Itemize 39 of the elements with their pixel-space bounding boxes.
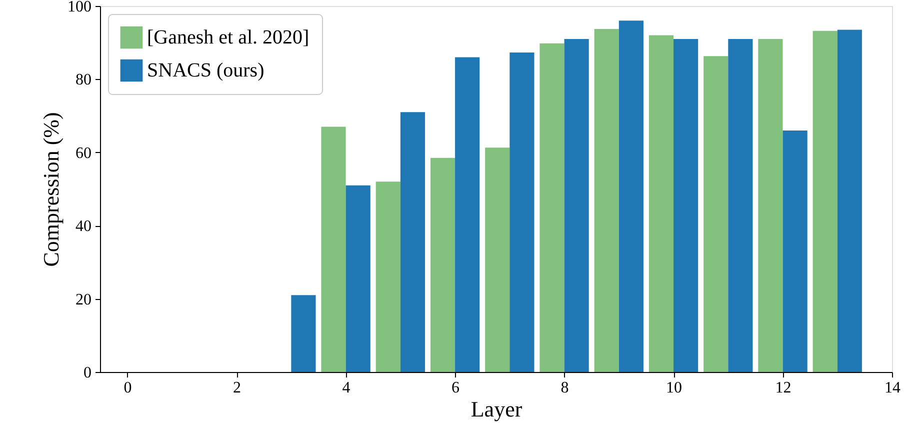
bar — [782, 130, 808, 372]
bar — [291, 295, 316, 372]
x-axis-title: Layer — [470, 396, 523, 422]
bar — [728, 38, 753, 372]
bar — [674, 38, 698, 372]
bar — [648, 35, 674, 372]
bar — [455, 57, 480, 372]
y-tick-label: 100 — [68, 0, 92, 16]
x-tick-label: 4 — [342, 380, 350, 396]
y-tick-label: 40 — [76, 218, 92, 236]
bar — [321, 126, 346, 372]
bar — [485, 148, 510, 372]
legend-label: SNACS (ours) — [147, 60, 264, 82]
x-tick-label: 10 — [666, 380, 682, 396]
y-tick-label: 20 — [76, 291, 92, 308]
bar — [758, 38, 783, 372]
bar — [346, 185, 370, 372]
bar — [618, 20, 644, 372]
y-tick-label: 60 — [76, 144, 92, 162]
bar — [837, 30, 862, 372]
y-tick-label: 80 — [76, 72, 92, 89]
x-tick-label: 0 — [124, 380, 132, 396]
x-tick-label: 2 — [233, 380, 242, 396]
x-tick-label: 14 — [884, 380, 900, 396]
x-tick-label: 6 — [452, 380, 460, 396]
bar — [400, 112, 425, 372]
bar — [540, 43, 564, 372]
x-tick-label: 12 — [775, 380, 792, 396]
y-axis-title: Compression (%) — [38, 112, 64, 267]
bar — [376, 182, 400, 372]
bar — [812, 30, 838, 372]
bar — [430, 158, 456, 372]
bar — [564, 38, 589, 372]
bar — [704, 56, 728, 372]
bar — [594, 29, 619, 372]
y-tick-label: 0 — [84, 364, 92, 382]
bar — [510, 52, 534, 372]
x-tick-label: 8 — [560, 380, 569, 396]
legend-label: [Ganesh et al. 2020] — [147, 26, 310, 48]
